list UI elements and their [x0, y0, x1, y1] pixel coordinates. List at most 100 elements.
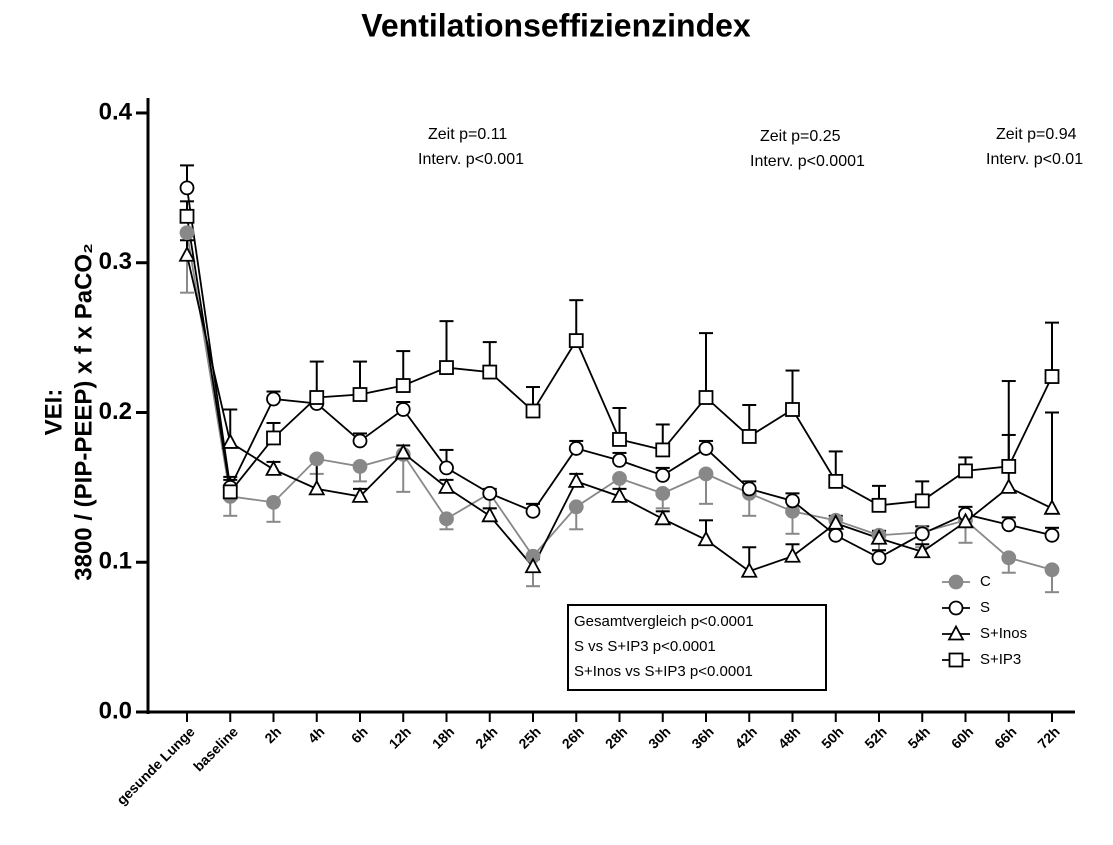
data-point — [179, 208, 195, 224]
x-tick-label: 26h — [559, 723, 587, 751]
chart-title: Ventilationseffizienzindex — [361, 7, 751, 43]
x-tick-label: 48h — [775, 723, 803, 751]
legend-marker — [948, 652, 964, 668]
y-tick-label: 0.0 — [99, 697, 132, 724]
data-point — [525, 403, 541, 419]
annotation: Interv. p<0.01 — [986, 151, 1083, 168]
data-point — [1001, 517, 1017, 533]
data-point — [309, 390, 325, 405]
data-point — [179, 225, 195, 241]
data-point — [914, 526, 930, 542]
stats-line: S vs S+IP3 p<0.0001 — [574, 638, 716, 655]
x-tick-label: 28h — [602, 723, 630, 751]
data-point — [221, 433, 239, 449]
x-tick-label: 66h — [991, 723, 1019, 751]
data-point — [394, 443, 412, 460]
data-point — [741, 429, 757, 444]
data-point — [352, 458, 368, 474]
data-point — [266, 391, 281, 407]
legend-marker — [947, 624, 965, 641]
data-point — [914, 493, 930, 509]
data-point — [612, 453, 627, 468]
data-point — [567, 471, 585, 488]
x-tick-label: gesunde Lunge — [113, 723, 198, 808]
x-tick-label: baseline — [190, 723, 241, 774]
legend-marker — [948, 600, 964, 616]
data-point — [568, 333, 584, 349]
x-tick-label: 36h — [688, 723, 716, 751]
data-point — [308, 479, 326, 496]
data-point — [740, 561, 758, 578]
x-tick-label: 12h — [386, 723, 414, 751]
data-point — [828, 527, 844, 543]
data-point — [870, 528, 888, 545]
legend-marker — [948, 574, 964, 590]
stats-box — [567, 604, 827, 691]
data-point — [783, 546, 802, 563]
data-point — [351, 486, 369, 503]
y-label-line: VEI: — [40, 389, 67, 436]
data-point — [482, 485, 498, 501]
data-point — [827, 513, 845, 530]
x-tick-label: 72h — [1034, 723, 1062, 751]
x-tick-label: 4h — [305, 723, 328, 746]
data-point — [482, 364, 498, 380]
data-point — [1043, 498, 1061, 515]
annotation: Interv. p<0.0001 — [750, 153, 865, 170]
data-point — [395, 402, 411, 417]
data-point — [1000, 477, 1018, 494]
data-point — [266, 430, 281, 446]
legend-label: S+Inos — [980, 625, 1027, 642]
x-tick-label: 6h — [348, 723, 371, 746]
data-point — [871, 550, 887, 566]
data-point — [309, 451, 325, 467]
data-point — [524, 557, 542, 574]
data-point — [785, 493, 800, 509]
x-tick-label: 54h — [905, 723, 933, 751]
data-point — [352, 433, 368, 449]
data-point — [1001, 550, 1017, 566]
stats-line: S+Inos vs S+IP3 p<0.0001 — [574, 663, 753, 680]
data-point — [178, 245, 196, 262]
data-point — [481, 506, 499, 523]
data-point — [698, 390, 714, 405]
data-point — [913, 542, 931, 559]
data-point — [655, 467, 671, 483]
annotation: Zeit p=0.94 — [996, 126, 1077, 143]
data-point — [741, 481, 757, 497]
y-tick-label: 0.3 — [99, 248, 132, 275]
data-point — [395, 378, 411, 393]
data-point — [437, 477, 456, 494]
x-tick-label: 24h — [472, 723, 500, 751]
data-point — [264, 459, 283, 476]
stats-line: Gesamtvergleich p<0.0001 — [574, 613, 754, 630]
x-tick-label: 30h — [645, 723, 673, 751]
data-point — [697, 530, 715, 547]
data-point — [266, 494, 281, 510]
data-point — [439, 460, 454, 476]
x-tick-label: 60h — [948, 723, 976, 751]
x-tick-label: 2h — [261, 723, 284, 746]
annotation: Zeit p=0.25 — [760, 128, 841, 145]
y-tick-label: 0.4 — [99, 98, 133, 125]
y-label-line: 3800 / (PIP-PEEP) x f x PaCO₂ — [70, 243, 97, 580]
data-point — [655, 485, 671, 501]
y-tick-label: 0.1 — [99, 548, 132, 575]
x-tick-label: 25h — [515, 723, 543, 751]
data-point — [568, 499, 584, 515]
data-point — [958, 463, 973, 479]
data-point — [1044, 369, 1060, 384]
data-point — [222, 484, 238, 500]
data-point — [1044, 527, 1060, 543]
data-point — [785, 402, 800, 417]
data-point — [956, 512, 975, 529]
x-tick-label: 18h — [429, 723, 457, 751]
legend-label: S+IP3 — [980, 651, 1021, 668]
data-point — [698, 466, 714, 482]
data-point — [179, 180, 195, 196]
x-tick-label: 52h — [861, 723, 889, 751]
data-point — [1044, 562, 1060, 578]
data-point — [525, 503, 541, 519]
data-point — [698, 441, 714, 456]
